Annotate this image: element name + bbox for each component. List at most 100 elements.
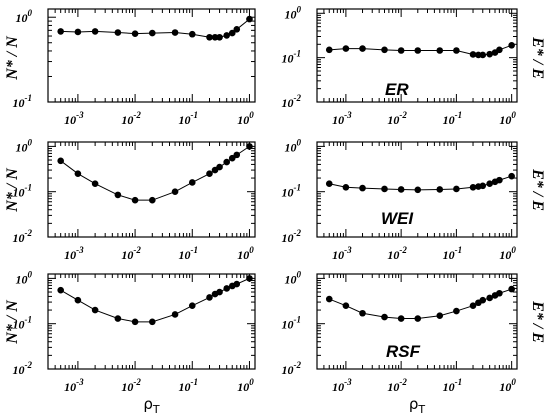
x-tick-label: 10-2: [121, 110, 141, 127]
x-tick-label: 10-1: [179, 377, 199, 394]
series-line: [60, 277, 250, 323]
data-point: [342, 302, 350, 309]
x-tick-label: 100: [499, 110, 516, 127]
x-tick-label: 10-2: [387, 245, 407, 262]
data-point: [414, 315, 422, 322]
y-tick-label: 100: [16, 137, 33, 154]
plot-frame: [316, 8, 518, 103]
data-point: [508, 285, 515, 293]
data-point: [131, 30, 139, 37]
data-point: [233, 151, 241, 159]
data-point: [469, 51, 477, 58]
plot-frame: [47, 273, 256, 370]
data-point: [359, 184, 366, 192]
data-point: [57, 286, 64, 294]
data-point: [397, 47, 405, 54]
panel-left-2: 10-3 10-2 10-1 100 10-2 10-1 100 N* / N: [4, 137, 256, 262]
x-tick-label: 100: [237, 377, 254, 394]
data-point: [381, 185, 388, 193]
plot-frame: [47, 8, 256, 103]
data-point: [381, 46, 388, 54]
data-point: [479, 182, 487, 190]
y-tick-label: 10-1: [282, 315, 302, 332]
x-tick-label: 10-3: [64, 377, 84, 394]
y-tick-label: 100: [285, 4, 302, 21]
y-tick-label: 100: [16, 8, 33, 25]
x-tick-label: 10-3: [332, 377, 352, 394]
data-point: [469, 184, 477, 191]
data-point: [114, 191, 122, 199]
data-point: [486, 50, 493, 58]
series-line: [329, 288, 512, 320]
data-point: [223, 158, 230, 166]
data-point: [359, 45, 366, 52]
x-tick-label: 10-2: [121, 377, 141, 394]
data-point: [453, 47, 460, 54]
x-tick-label: 10-3: [332, 110, 352, 127]
series-line: [60, 145, 250, 201]
data-point: [233, 280, 241, 288]
x-tick-label: 10-2: [387, 110, 407, 127]
data-point: [479, 296, 487, 304]
data-point: [233, 26, 241, 33]
data-point: [508, 41, 515, 49]
plot-frame: [316, 273, 518, 370]
data-point: [486, 294, 493, 302]
data-point: [342, 184, 350, 191]
data-point: [397, 315, 405, 322]
data-point: [496, 289, 503, 297]
data-point: [436, 312, 444, 320]
data-point: [228, 154, 236, 162]
data-point: [223, 32, 230, 39]
data-point: [414, 47, 422, 54]
panel-left-3: 10-3 10-2 10-1 100 10-2 10-1 100 N* / N ρT: [4, 269, 256, 416]
data-point: [325, 295, 333, 303]
y-tick-label: 10-2: [282, 360, 302, 377]
data-point: [325, 180, 333, 188]
y-tick-label: 10-1: [13, 183, 33, 200]
y-axis-title: N* / N: [4, 35, 21, 81]
data-point: [131, 318, 139, 326]
data-point: [381, 313, 388, 321]
x-tick-label: 10-2: [121, 245, 141, 262]
x-tick-label: 10-1: [179, 245, 199, 262]
data-point: [436, 47, 444, 54]
data-point: [486, 180, 493, 188]
data-point: [414, 186, 422, 194]
plot-frame: [316, 141, 518, 238]
data-point: [171, 29, 179, 36]
x-tick-label: 100: [237, 245, 254, 262]
panel-label: RSF: [386, 342, 421, 361]
data-point: [228, 29, 236, 37]
x-tick-label: 10-1: [443, 245, 463, 262]
data-point: [397, 186, 405, 193]
data-point: [223, 285, 230, 292]
x-axis-title: ρT: [143, 395, 160, 416]
x-tick-label: 100: [237, 110, 254, 127]
x-tick-label: 10-1: [179, 110, 199, 127]
data-point: [453, 307, 460, 315]
data-point: [57, 28, 64, 35]
x-tick-label: 10-3: [64, 110, 84, 127]
data-point: [171, 188, 179, 195]
y-tick-label: 100: [285, 137, 302, 154]
data-point: [206, 33, 213, 41]
x-tick-label: 10-2: [387, 377, 407, 394]
y-tick-label: 100: [285, 269, 302, 286]
data-point: [216, 288, 223, 296]
data-point: [188, 30, 196, 38]
data-point: [149, 196, 156, 204]
data-point: [188, 179, 196, 186]
data-point: [469, 302, 477, 309]
data-point: [131, 196, 139, 204]
y-axis-title: N* / N: [4, 167, 21, 213]
data-point: [496, 46, 503, 54]
data-point: [114, 315, 122, 322]
data-point: [211, 33, 219, 41]
data-point: [216, 33, 223, 41]
y-tick-label: 10-1: [13, 93, 33, 110]
y-tick-label: 10-1: [13, 315, 33, 332]
x-tick-label: 10-1: [443, 377, 463, 394]
data-point: [171, 311, 179, 318]
y-axis-title: E* / E: [529, 300, 545, 343]
